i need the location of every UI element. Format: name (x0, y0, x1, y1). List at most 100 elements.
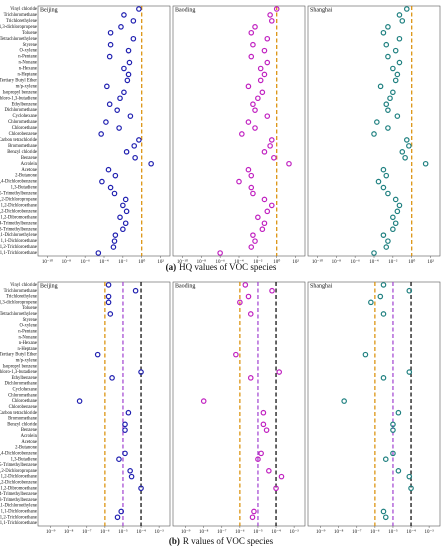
data-point (390, 450, 396, 457)
category-label: n-Nonane (19, 335, 37, 340)
data-point (105, 293, 112, 300)
data-point (98, 131, 104, 137)
data-point (128, 473, 135, 480)
data-point (217, 250, 223, 256)
category-label: O-xylene (20, 324, 37, 329)
x-tick-label: 10⁻⁶ (370, 529, 380, 535)
category-label: 1,1-Dichloroethane (1, 510, 37, 515)
category-label: Cyclohexane (13, 388, 37, 393)
data-point (103, 119, 109, 125)
data-point (392, 196, 399, 203)
data-point (255, 456, 261, 462)
data-point (396, 12, 403, 18)
data-point (245, 293, 252, 300)
panel-title: HQ values of VOC species (179, 262, 277, 272)
category-label: Dichloromethane (4, 382, 37, 387)
data-point (273, 6, 280, 12)
data-point (390, 214, 396, 221)
data-point (399, 18, 406, 24)
data-point (105, 282, 112, 288)
x-tick-label: 10⁻⁶ (100, 529, 110, 535)
data-point (271, 154, 277, 161)
data-point (122, 427, 128, 433)
category-label: Vinyl chloride (10, 7, 37, 12)
data-point (383, 244, 390, 250)
panel-caption: (a) HQ values of VOC species (166, 262, 277, 272)
data-point (112, 232, 119, 238)
data-point (422, 160, 429, 167)
category-label: n-Nonane (19, 61, 37, 66)
data-point (107, 41, 114, 48)
x-tick-label: 10⁻⁵ (388, 529, 398, 535)
data-point (245, 166, 252, 173)
data-point (385, 238, 391, 244)
data-point (132, 287, 139, 294)
category-label: n-Pentane (18, 329, 37, 334)
data-point (377, 293, 384, 300)
category-label: 1,1,1-Trichloroethane (0, 251, 37, 256)
data-point (136, 6, 142, 12)
data-point (247, 311, 254, 317)
plot-frame (172, 281, 306, 527)
data-point (392, 220, 399, 227)
data-point (380, 184, 387, 191)
x-tick-label: 10⁻⁷ (352, 529, 362, 535)
x-tick-label: 10⁻⁸ (334, 529, 344, 535)
x-tick-label: 10⁻⁸ (332, 259, 342, 265)
data-point (122, 450, 128, 457)
category-label: Chloroethane (12, 126, 37, 131)
x-tick-label: 10⁻⁵ (118, 529, 128, 535)
data-point (236, 178, 242, 185)
city-label: Beijing (40, 283, 58, 289)
data-point (380, 232, 387, 238)
category-label: 2-Butanone (15, 174, 37, 179)
city-label: Shanghai (310, 283, 333, 289)
data-point (268, 18, 275, 24)
category-label: Acrolein (21, 434, 38, 439)
category-label: Methyl Tertiary Butyl Ether (0, 78, 37, 83)
category-label: 1,3-Butadiene (11, 457, 37, 462)
data-point (395, 468, 402, 474)
data-point (148, 160, 154, 167)
data-point (268, 137, 275, 143)
data-point (261, 196, 268, 203)
plot-frame (307, 5, 441, 257)
x-tick-label: 10⁻⁸ (62, 259, 72, 265)
data-point (123, 149, 130, 155)
x-tick-label: 10² (157, 259, 164, 265)
data-point (383, 101, 390, 108)
category-label: 1,3,5-Trimethylbenzene (0, 463, 37, 468)
x-tick-label: 10⁻⁶ (235, 529, 245, 535)
category-label: m/p-xylene (16, 359, 37, 364)
data-point (117, 214, 123, 221)
data-point (136, 137, 142, 143)
data-point (260, 421, 267, 428)
data-point (396, 59, 403, 66)
data-point (111, 238, 118, 244)
category-label: Trans-1,3-dichloropropene (0, 25, 37, 30)
x-tick-label: 10⁻¹⁰ (42, 259, 53, 265)
data-point (269, 287, 275, 294)
data-point (390, 65, 396, 72)
data-point (245, 119, 252, 125)
panel-label: (b) (169, 536, 180, 546)
city-label: Beijing (40, 7, 58, 13)
category-label: 1,4-Dichlorobenzene (0, 180, 37, 185)
data-point (403, 137, 410, 143)
x-tick-label: 10⁻³ (425, 529, 435, 535)
data-point (383, 41, 390, 48)
data-point (114, 514, 121, 521)
data-point (248, 184, 255, 191)
category-label: Bromomethane (8, 144, 37, 149)
category-label: 1,1,2-Trichloroethane (0, 515, 37, 520)
category-label: Methyl Tertiary Butyl Ether (0, 353, 37, 358)
category-label: Hexachloro-1,3-butadiene (0, 96, 37, 101)
category-label: Trichlorethylene (6, 295, 37, 300)
plot-frame (172, 5, 306, 257)
data-point (380, 282, 387, 288)
category-label: Chloroethane (12, 399, 37, 404)
category-label: Toluene (22, 31, 37, 36)
x-tick-label: 10⁻⁴ (369, 259, 379, 265)
x-tick-label: 10⁻⁸ (64, 529, 74, 535)
category-label: m/p-xylene (16, 84, 37, 89)
